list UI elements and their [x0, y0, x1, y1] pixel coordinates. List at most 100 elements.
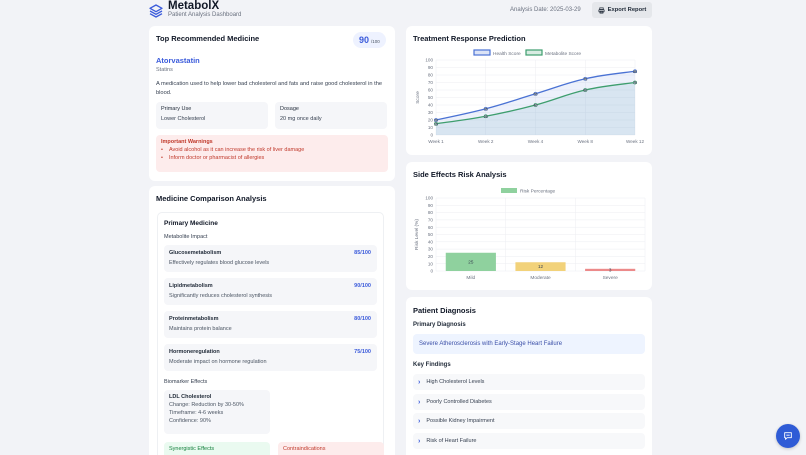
svg-text:30: 30: [428, 110, 434, 115]
chevron-right-icon: ›: [418, 378, 421, 386]
svg-text:0: 0: [430, 133, 433, 138]
chat-button[interactable]: [776, 424, 800, 448]
svg-text:70: 70: [633, 81, 637, 85]
svg-text:30: 30: [428, 247, 434, 252]
app-subtitle: Patient Analysis Dashboard: [168, 12, 242, 18]
svg-text:3: 3: [609, 268, 612, 273]
svg-text:Week 4: Week 4: [528, 139, 544, 144]
data-point: [434, 118, 438, 122]
medicine-name: Atorvastatin: [156, 56, 200, 65]
comparison-card: Medicine Comparison Analysis Primary Med…: [149, 186, 395, 455]
chevron-right-icon: ›: [418, 437, 421, 445]
chevron-right-icon: ›: [418, 398, 421, 406]
treatment-chart-card: Treatment Response Prediction Health Sco…: [406, 26, 652, 155]
data-point: [633, 69, 637, 74]
treatment-line-chart: Health Score Metabolite Score010203040506…: [415, 49, 644, 144]
svg-text:12: 12: [538, 264, 544, 269]
metabolite-row: Glucosemetabolism Effectively regulates …: [164, 245, 377, 272]
warning-item: • Inform doctor or pharmacist of allergie…: [161, 155, 265, 161]
primary-use-value: Lower Cholesterol: [161, 116, 206, 122]
svg-text:60: 60: [583, 89, 587, 93]
export-report-button[interactable]: Export Report: [592, 2, 652, 18]
svg-text:Week 1: Week 1: [428, 139, 444, 144]
svg-text:Score: Score: [415, 91, 421, 104]
warnings-title: Important Warnings: [161, 139, 213, 145]
score-value: 90: [359, 35, 370, 45]
card-title: Top Recommended Medicine: [156, 34, 260, 43]
svg-text:50: 50: [428, 232, 434, 237]
legend-swatch: [473, 49, 491, 56]
chevron-right-icon: ›: [418, 417, 421, 425]
svg-text:90: 90: [428, 203, 434, 208]
data-point: [483, 106, 488, 111]
svg-text:60: 60: [428, 88, 434, 93]
card-title: Medicine Comparison Analysis: [156, 194, 267, 203]
printer-icon: [598, 7, 605, 13]
svg-text:Moderate: Moderate: [530, 275, 551, 281]
svg-text:80: 80: [428, 73, 434, 78]
medicine-description: A medication used to help lower bad chol…: [156, 81, 383, 96]
metabolite-row: Proteinmetabolism Maintains protein bala…: [164, 311, 377, 338]
svg-text:Mild: Mild: [466, 275, 475, 281]
svg-text:40: 40: [428, 239, 434, 244]
svg-text:100: 100: [425, 58, 433, 63]
metabolite-row: Lipidmetabolism Significantly reduces ch…: [164, 278, 377, 305]
analysis-date: Analysis Date: 2025-03-29: [510, 7, 581, 13]
legend-label: Metabolite Score: [545, 51, 581, 57]
biomarker-effects-label: Biomarker Effects: [164, 379, 208, 385]
legend-label: Health Score: [493, 51, 521, 57]
svg-text:0: 0: [430, 269, 433, 274]
warning-item: • Avoid alcohol as it can increase the ri…: [161, 147, 305, 153]
bar: [445, 252, 496, 271]
finding-item[interactable]: › High Cholesterol Levels: [413, 374, 645, 390]
contraindications-box: Contraindications: [278, 442, 384, 455]
svg-text:Week 12: Week 12: [626, 139, 644, 144]
svg-text:40: 40: [428, 103, 434, 108]
layers-icon: [149, 4, 163, 18]
finding-item[interactable]: › Possible Kidney Impairment: [413, 413, 645, 429]
svg-text:80: 80: [428, 210, 434, 215]
svg-text:85: 85: [633, 70, 637, 74]
key-findings-label: Key Findings: [413, 362, 451, 368]
dosage-value: 20 mg once daily: [280, 116, 322, 122]
svg-text:90: 90: [428, 65, 434, 70]
svg-text:10: 10: [428, 261, 434, 266]
svg-text:50: 50: [428, 95, 434, 100]
diagnosis-card: Patient Diagnosis Primary Diagnosis Seve…: [406, 297, 652, 455]
svg-text:25: 25: [484, 115, 488, 119]
primary-use-label: Primary Use: [161, 106, 192, 112]
data-point: [633, 80, 637, 85]
warnings-box: Important Warnings • Avoid alcohol as it …: [156, 135, 388, 172]
top-medicine-card: Top Recommended Medicine 90 /100 Atorvas…: [149, 26, 395, 181]
card-title: Treatment Response Prediction: [413, 34, 526, 43]
svg-text:Week 2: Week 2: [478, 139, 494, 144]
score-max: /100: [371, 39, 380, 44]
svg-text:25: 25: [468, 259, 474, 264]
svg-text:70: 70: [428, 218, 434, 223]
card-title: Patient Diagnosis: [413, 306, 476, 315]
finding-item[interactable]: › Risk of Heart Failure: [413, 433, 645, 449]
svg-text:Week 8: Week 8: [578, 139, 594, 144]
biomarker-box: LDL Cholesterol Change: Reduction by 30-…: [164, 390, 270, 434]
risk-chart-card: Side Effects Risk Analysis Risk Percenta…: [406, 162, 652, 290]
data-point: [483, 114, 488, 119]
svg-text:Severe: Severe: [603, 275, 619, 281]
primary-medicine-label: Primary Medicine: [164, 220, 218, 227]
svg-text:75: 75: [583, 77, 587, 81]
medicine-class: Statins: [156, 67, 173, 73]
metabolite-row: Hormoneregulation Moderate impact on hor…: [164, 344, 377, 371]
svg-text:40: 40: [533, 104, 537, 108]
data-point: [533, 103, 538, 107]
svg-text:55: 55: [533, 92, 537, 96]
svg-text:60: 60: [428, 225, 434, 230]
legend-label: Risk Percentage: [520, 189, 556, 195]
card-title: Side Effects Risk Analysis: [413, 170, 507, 179]
score-badge: 90 /100: [353, 32, 386, 48]
primary-diagnosis-value: Severe Atherosclerosis with Early-Stage …: [413, 334, 645, 354]
data-point: [533, 91, 538, 96]
finding-item[interactable]: › Poorly Controlled Diabetes: [413, 394, 645, 410]
svg-text:10: 10: [428, 125, 434, 130]
primary-medicine-panel: Primary Medicine Metabolite Impact Gluco…: [157, 212, 384, 455]
dosage-label: Dosage: [280, 106, 299, 112]
data-point: [583, 88, 588, 92]
